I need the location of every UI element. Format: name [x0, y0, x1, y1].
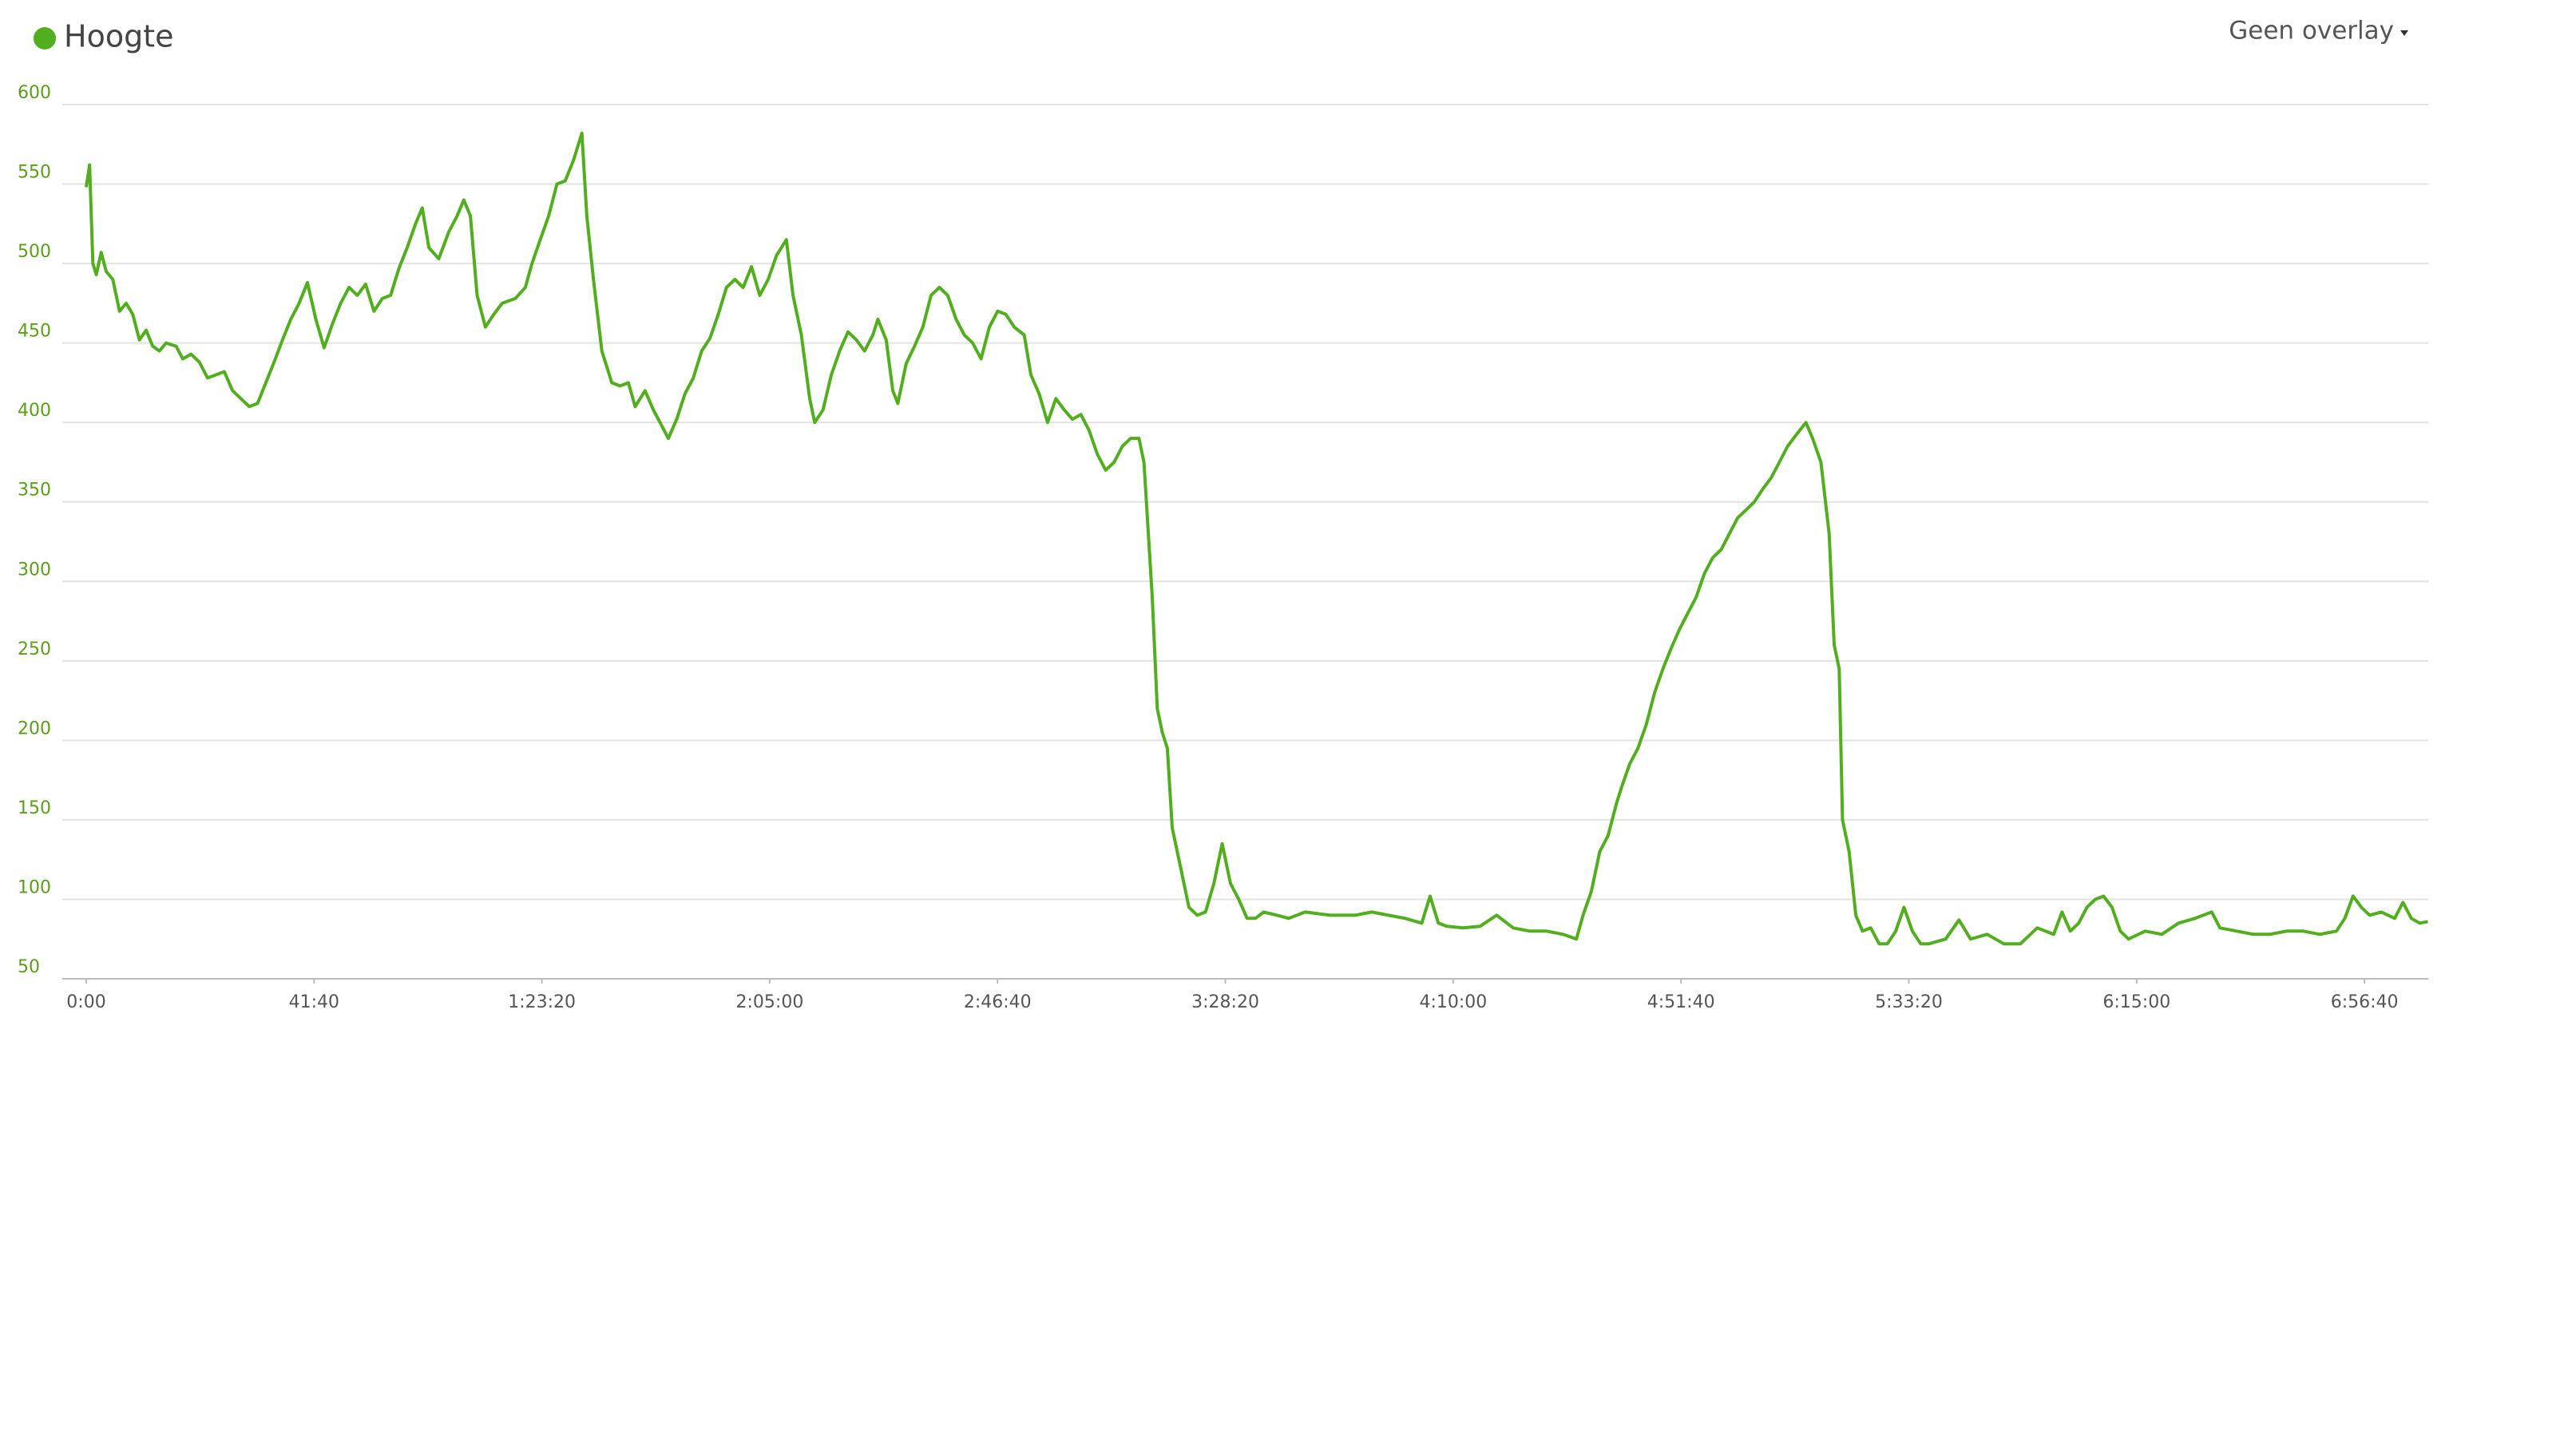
y-tick-label: 150 [18, 798, 51, 818]
x-tick-label: 2:46:40 [964, 992, 1032, 1012]
y-tick-label: 450 [18, 322, 51, 342]
y-tick-label: 500 [18, 242, 51, 262]
dropdown-arrow[interactable] [2400, 30, 2408, 36]
y-tick-label: 50 [18, 957, 40, 977]
y-tick-label: 250 [18, 639, 51, 659]
legend-marker [34, 27, 56, 49]
legend-label: Hoogte [64, 19, 173, 54]
x-tick-label: 5:33:20 [1875, 992, 1943, 1012]
x-tick-label: 1:23:20 [508, 992, 576, 1012]
x-tick-label: 2:05:00 [736, 992, 804, 1012]
x-tick-label: 6:56:40 [2331, 992, 2399, 1012]
x-tick-label: 4:51:40 [1647, 992, 1715, 1012]
y-tick-label: 350 [18, 481, 51, 501]
elevation-line [85, 131, 2428, 946]
y-tick-label: 600 [18, 83, 51, 103]
y-tick-label: 100 [18, 877, 51, 897]
x-tick-label: 3:28:20 [1191, 992, 1259, 1012]
y-tick-label: 200 [18, 719, 51, 738]
y-tick-label: 550 [18, 163, 51, 183]
y-tick-label: 300 [18, 560, 51, 580]
x-tick-label: 4:10:00 [1419, 992, 1487, 1012]
x-tick-label: 41:40 [289, 992, 339, 1012]
x-tick-label: 6:15:00 [2102, 992, 2170, 1012]
y-tick-label: 400 [18, 401, 51, 421]
overlay-select[interactable]: Geen overlay [2229, 17, 2394, 46]
x-tick-label: 0:00 [66, 992, 105, 1012]
